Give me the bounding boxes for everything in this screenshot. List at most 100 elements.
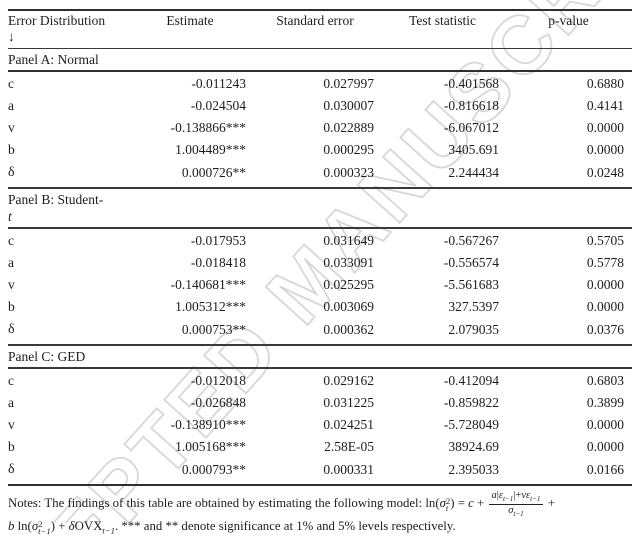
- std-error-value: 0.000362: [323, 322, 374, 337]
- panel-a-body: c -0.011243 0.027997 -0.401568 0.6880 a …: [8, 72, 632, 187]
- param-label: b: [8, 142, 15, 157]
- estimate-value: -0.018418: [190, 255, 246, 270]
- test-stat-value: -0.567267: [443, 233, 499, 248]
- test-stat-value: 3405.691: [448, 142, 499, 157]
- panel-b-label-line2: t: [8, 209, 12, 224]
- table-row-a: a -0.018418 0.033091 -0.556574 0.5778: [8, 252, 632, 274]
- header-error-distribution-line1: Error Distribution: [8, 13, 106, 28]
- table-row-delta: δ 0.000793** 0.000331 2.395033 0.0166: [8, 458, 632, 482]
- formula-fraction: a|εt−1|+vεt−1 σt−1: [489, 490, 543, 518]
- p-value: 0.0166: [586, 462, 624, 477]
- table-row-a: a -0.024504 0.030007 -0.816618 0.4141: [8, 95, 632, 117]
- param-label: a: [8, 255, 14, 270]
- std-error-value: 0.000331: [323, 462, 374, 477]
- std-error-value: 0.027997: [323, 76, 374, 91]
- estimate-value: 0.000726**: [181, 165, 246, 180]
- table-row-v: v -0.138866*** 0.022889 -6.067012 0.0000: [8, 117, 632, 139]
- test-stat-value: -6.067012: [443, 120, 499, 135]
- std-error-value: 0.031225: [323, 395, 374, 410]
- estimate-value: -0.024504: [190, 98, 246, 113]
- down-arrow-icon: ↓: [8, 29, 15, 44]
- p-value: 0.3899: [586, 395, 624, 410]
- std-error-value: 0.024251: [323, 417, 374, 432]
- p-value: 0.0000: [586, 120, 624, 135]
- panel-b-label: Panel B: Student- t: [8, 187, 632, 229]
- p-value: 0.0000: [586, 299, 624, 314]
- test-stat-value: 327.5397: [448, 299, 499, 314]
- param-label: a: [8, 98, 14, 113]
- estimate-value: -0.026848: [190, 395, 246, 410]
- param-label: a: [8, 395, 14, 410]
- std-error-value: 0.025295: [323, 277, 374, 292]
- panel-b-body: c -0.017953 0.031649 -0.567267 0.5705 a …: [8, 229, 632, 344]
- results-table: Error Distribution ↓ Estimate Standard e…: [8, 9, 632, 486]
- table-row-delta: δ 0.000753** 0.000362 2.079035 0.0376: [8, 318, 632, 342]
- estimate-value: 0.000793**: [181, 462, 246, 477]
- table-notes: Notes: The findings of this table are ob…: [8, 490, 632, 537]
- std-error-value: 0.029162: [323, 373, 374, 388]
- test-stat-value: -0.412094: [443, 373, 499, 388]
- estimate-value: -0.140681***: [170, 277, 246, 292]
- p-value: 0.6803: [586, 373, 624, 388]
- table-row-b: b 1.005312*** 0.003069 327.5397 0.0000: [8, 296, 632, 318]
- estimate-value: 0.000753**: [181, 322, 246, 337]
- table-row-b: b 1.005168*** 2.58E-05 38924.69 0.0000: [8, 436, 632, 458]
- estimate-value: 1.005168***: [175, 439, 246, 454]
- param-label: δ: [8, 322, 15, 337]
- param-label: δ: [8, 462, 15, 477]
- p-value: 0.0000: [586, 439, 624, 454]
- table-row-c: c -0.017953 0.031649 -0.567267 0.5705: [8, 230, 632, 252]
- estimate-value: -0.012018: [190, 373, 246, 388]
- test-stat-value: -0.816618: [443, 98, 499, 113]
- header-standard-error: Standard error: [276, 13, 354, 28]
- std-error-value: 0.000323: [323, 165, 374, 180]
- header-error-distribution: Error Distribution ↓: [8, 13, 130, 45]
- table-row-b: b 1.004489*** 0.000295 3405.691 0.0000: [8, 139, 632, 161]
- test-stat-value: -0.401568: [443, 76, 499, 91]
- test-stat-value: -0.859822: [443, 395, 499, 410]
- p-value: 0.5778: [586, 255, 624, 270]
- header-p-value: p-value: [548, 13, 589, 28]
- std-error-value: 0.022889: [323, 120, 374, 135]
- header-test-statistic: Test statistic: [409, 13, 476, 28]
- test-stat-value: 2.244434: [448, 165, 499, 180]
- p-value: 0.0376: [586, 322, 624, 337]
- p-value: 0.4141: [586, 98, 624, 113]
- param-label: v: [8, 120, 15, 135]
- test-stat-value: -5.561683: [443, 277, 499, 292]
- panel-b-label-line1: Panel B: Student-: [8, 192, 104, 207]
- p-value: 0.6880: [586, 76, 624, 91]
- p-value: 0.0000: [586, 142, 624, 157]
- param-label: b: [8, 299, 15, 314]
- param-label: c: [8, 76, 14, 91]
- test-stat-value: -5.728049: [443, 417, 499, 432]
- test-stat-value: 2.079035: [448, 322, 499, 337]
- param-label: v: [8, 277, 15, 292]
- table-row-v: v -0.138910*** 0.024251 -5.728049 0.0000: [8, 414, 632, 436]
- p-value: 0.5705: [586, 233, 624, 248]
- param-label: δ: [8, 165, 15, 180]
- p-value: 0.0248: [586, 165, 624, 180]
- test-stat-value: -0.556574: [443, 255, 499, 270]
- estimate-value: 1.005312***: [175, 299, 246, 314]
- table-header-row: Error Distribution ↓ Estimate Standard e…: [8, 9, 632, 49]
- std-error-value: 0.000295: [323, 142, 374, 157]
- test-stat-value: 38924.69: [448, 439, 499, 454]
- panel-c-body: c -0.012018 0.029162 -0.412094 0.6803 a …: [8, 369, 632, 486]
- panel-a-label: Panel A: Normal: [8, 49, 632, 72]
- param-label: v: [8, 417, 15, 432]
- estimate-value: -0.138910***: [170, 417, 246, 432]
- estimate-value: 1.004489***: [175, 142, 246, 157]
- param-label: c: [8, 373, 14, 388]
- std-error-value: 2.58E-05: [324, 439, 374, 454]
- table-row-a: a -0.026848 0.031225 -0.859822 0.3899: [8, 392, 632, 414]
- estimate-value: -0.011243: [191, 76, 246, 91]
- test-stat-value: 2.395033: [448, 462, 499, 477]
- std-error-value: 0.003069: [323, 299, 374, 314]
- panel-c-label: Panel C: GED: [8, 344, 632, 369]
- estimate-value: -0.017953: [190, 233, 246, 248]
- header-estimate: Estimate: [166, 13, 214, 28]
- std-error-value: 0.031649: [323, 233, 374, 248]
